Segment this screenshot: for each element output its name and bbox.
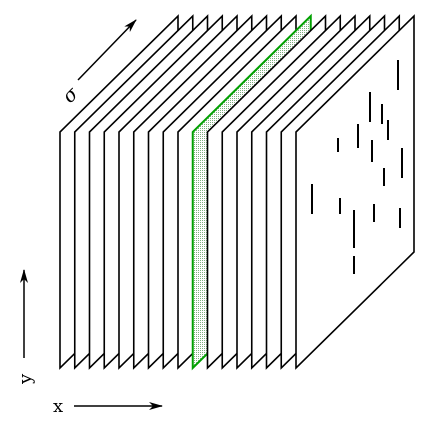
- y-axis-label: y: [15, 373, 36, 385]
- sigma-axis-arrow-icon: [77, 19, 137, 81]
- x-axis-label: x: [53, 396, 63, 417]
- sigma-axis-label: σ: [58, 82, 83, 107]
- slice-stack: [59, 13, 415, 371]
- front-slice-marks: [311, 60, 403, 274]
- front-slice: [295, 14, 415, 370]
